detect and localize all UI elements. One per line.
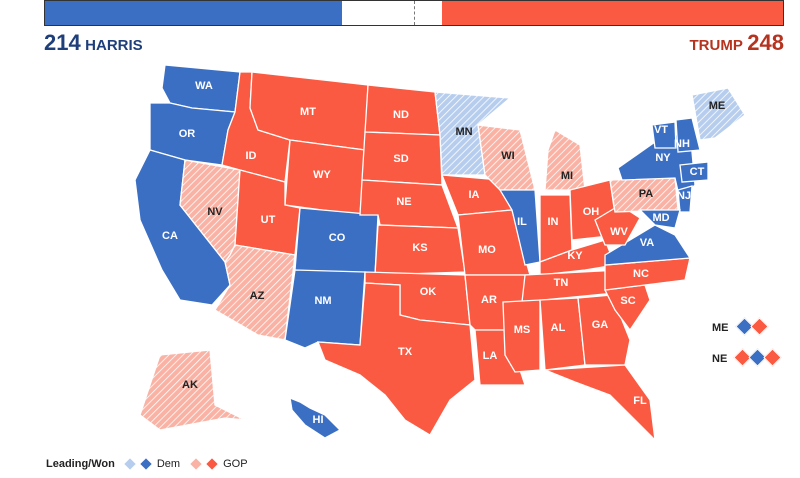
state-label-ga: GA: [592, 319, 609, 331]
majority-marker: [414, 1, 415, 25]
state-tx[interactable]: [317, 282, 476, 436]
gop-name: TRUMP: [689, 37, 743, 54]
state-il[interactable]: [498, 189, 541, 266]
state-label-ky: KY: [567, 250, 583, 262]
legend-gop-label: GOP: [223, 458, 248, 470]
nebraska-split: NE: [712, 348, 782, 367]
state-label-sd: SD: [393, 153, 408, 165]
dem-votes: 214: [44, 30, 81, 55]
gop-votes: 248: [747, 30, 784, 55]
state-label-vt: VT: [654, 124, 668, 136]
state-nh[interactable]: [675, 117, 701, 153]
dem-score: 214 HARRIS: [44, 30, 143, 56]
state-va[interactable]: [604, 224, 692, 266]
state-label-wv: WV: [610, 226, 628, 238]
state-label-nv: NV: [207, 206, 223, 218]
state-label-pa: PA: [639, 188, 654, 200]
state-label-co: CO: [329, 232, 346, 244]
state-ct[interactable]: [679, 161, 709, 183]
gop-score: TRUMP 248: [690, 30, 785, 56]
dem-bar-fill: [45, 1, 342, 25]
state-vt[interactable]: [651, 121, 677, 149]
dem-name: HARRIS: [85, 37, 143, 54]
state-ms[interactable]: [502, 299, 541, 373]
state-label-ok: OK: [420, 286, 437, 298]
maine-split-label: ME: [712, 322, 729, 334]
state-nj[interactable]: [677, 185, 693, 213]
state-label-id: ID: [246, 150, 257, 162]
state-label-ms: MS: [514, 324, 531, 336]
nebraska-split-label: NE: [712, 353, 728, 365]
state-label-nj: NJ: [677, 190, 691, 202]
state-hi[interactable]: [289, 396, 342, 439]
state-nm[interactable]: [284, 269, 366, 349]
state-label-il: IL: [517, 216, 527, 228]
state-label-ia: IA: [469, 189, 480, 201]
state-label-ne: NE: [396, 196, 411, 208]
state-label-in: IN: [548, 216, 559, 228]
state-label-nh: NH: [674, 138, 690, 150]
legend-dem-label: Dem: [156, 458, 181, 470]
electoral-vote-bar: [44, 0, 784, 26]
state-label-or: OR: [179, 128, 196, 140]
state-label-mo: MO: [478, 244, 496, 256]
state-label-al: AL: [551, 322, 566, 334]
gop-lead-swatch: [190, 458, 202, 470]
state-label-mt: MT: [300, 106, 316, 118]
state-label-nm: NM: [314, 295, 331, 307]
state-ak[interactable]: [139, 349, 246, 431]
state-label-ny: NY: [655, 152, 671, 164]
state-az[interactable]: [214, 244, 296, 341]
state-label-nc: NC: [633, 268, 649, 280]
dem-lead-swatch: [124, 458, 136, 470]
state-label-mi: MI: [561, 170, 573, 182]
district-me-2: [749, 317, 769, 336]
state-fl[interactable]: [544, 364, 656, 442]
state-label-ct: CT: [690, 166, 705, 178]
state-label-sc: SC: [620, 295, 635, 307]
state-al[interactable]: [539, 297, 586, 371]
district-ne-3: [763, 348, 782, 367]
state-label-tx: TX: [398, 346, 413, 358]
nebraska-district-icons: [733, 348, 782, 367]
state-label-nd: ND: [393, 109, 409, 121]
state-label-la: LA: [483, 350, 498, 362]
state-label-mn: MN: [455, 126, 472, 138]
dem-won-swatch: [140, 458, 152, 470]
legend-title: Leading/Won: [46, 458, 115, 470]
state-label-oh: OH: [583, 206, 600, 218]
state-label-tn: TN: [554, 277, 569, 289]
state-label-me: ME: [709, 100, 726, 112]
state-label-ut: UT: [261, 214, 276, 226]
state-md[interactable]: [638, 209, 681, 229]
gop-won-swatch: [206, 458, 218, 470]
state-label-wi: WI: [501, 150, 514, 162]
state-label-wa: WA: [195, 80, 213, 92]
state-me[interactable]: [691, 87, 746, 141]
maine-district-icons: [734, 317, 769, 336]
state-mo[interactable]: [457, 209, 531, 276]
maine-split: ME: [712, 317, 769, 336]
state-mi[interactable]: [544, 129, 586, 191]
state-label-ca: CA: [162, 230, 178, 242]
state-label-fl: FL: [633, 395, 647, 407]
state-label-hi: HI: [313, 414, 324, 426]
state-label-md: MD: [652, 212, 669, 224]
gop-bar-fill: [442, 1, 783, 25]
state-label-az: AZ: [250, 290, 265, 302]
map-legend: Leading/Won Dem GOP: [46, 458, 248, 470]
state-label-ak: AK: [182, 379, 198, 391]
state-label-ar: AR: [481, 294, 497, 306]
state-label-wy: WY: [313, 169, 331, 181]
state-label-ks: KS: [412, 242, 427, 254]
state-label-va: VA: [640, 237, 655, 249]
